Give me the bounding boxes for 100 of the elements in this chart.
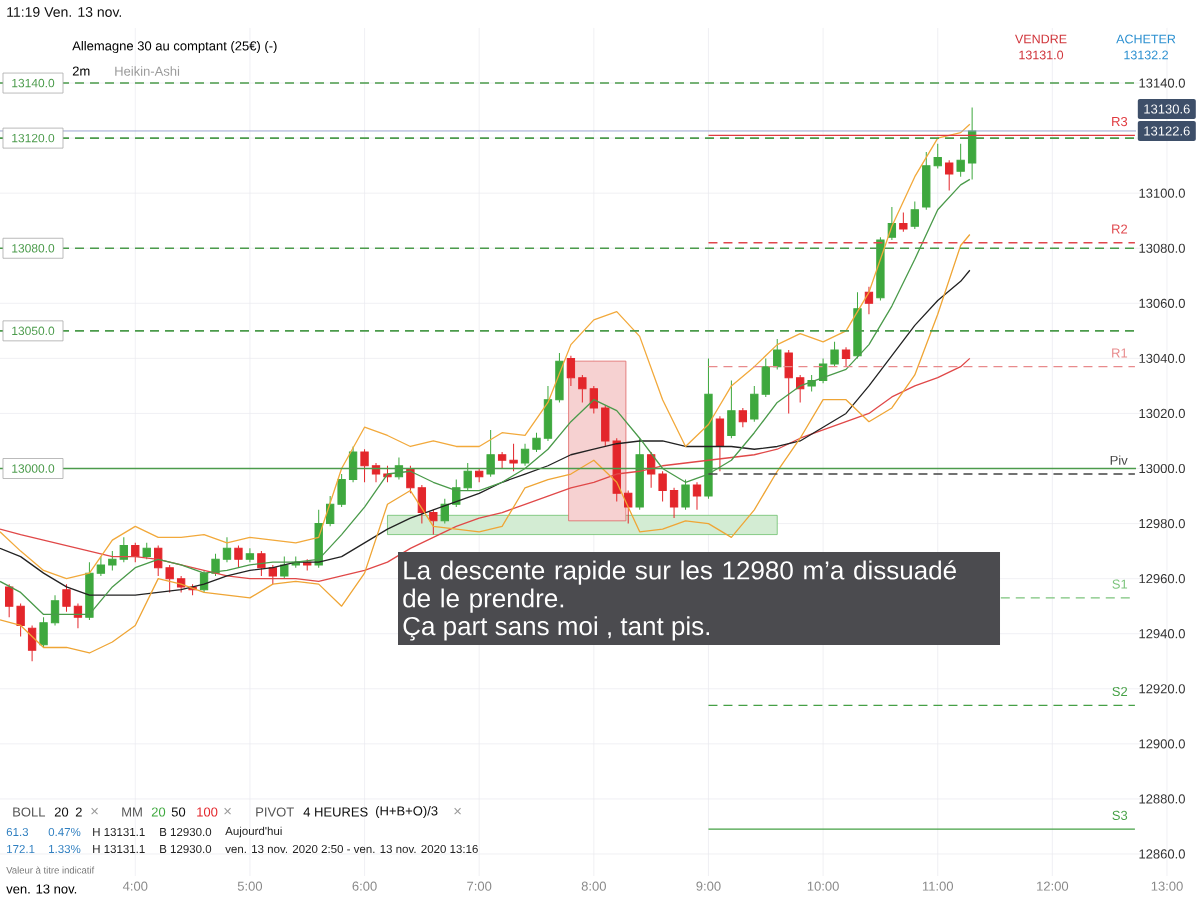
series-label: R1 xyxy=(1112,348,1128,358)
annotation: 172.1 xyxy=(7,844,35,854)
candlestick xyxy=(853,291,862,359)
series-label: R2 xyxy=(1112,224,1128,234)
x-tick-label: 13:00 xyxy=(1151,881,1183,891)
y-tick-label: 12960.0 xyxy=(1139,574,1185,584)
candlestick xyxy=(876,236,885,302)
candlestick xyxy=(50,594,60,626)
candlestick xyxy=(532,432,541,453)
y-tick-label: 12860.0 xyxy=(1139,849,1185,859)
y-tick-label: 13060.0 xyxy=(1139,298,1185,308)
y-tick-label: 12980.0 xyxy=(1139,518,1185,529)
series-label: S1 xyxy=(1112,579,1128,589)
candlestick xyxy=(669,487,679,519)
annotation: La descente rapide sur les 12980 m’a dissuadé de le prendre. xyxy=(403,560,956,613)
y-tick-label: 13100.0 xyxy=(1139,188,1185,198)
candlestick xyxy=(5,583,14,618)
x-tick-label: 7:00 xyxy=(467,881,492,891)
y-tick-label: 12920.0 xyxy=(1139,684,1185,694)
candlestick xyxy=(27,624,37,662)
candlestick xyxy=(612,437,621,503)
series-label: S3 xyxy=(1112,810,1128,820)
annotation: Aujourd'hui xyxy=(225,826,282,838)
candlestick xyxy=(899,211,908,233)
candlestick xyxy=(773,338,782,370)
candlestick xyxy=(85,561,94,621)
candlestick xyxy=(589,385,598,414)
candlestick xyxy=(39,616,48,648)
annotation: B 12930.0 xyxy=(160,844,212,854)
x-tick-label: 12:00 xyxy=(1037,881,1069,891)
candlestick xyxy=(165,564,174,593)
annotation: 4 HEURES xyxy=(303,807,368,817)
candlestick xyxy=(337,473,346,508)
candlestick xyxy=(16,602,25,637)
annotation: H 13131.1 xyxy=(93,827,145,837)
annotation: Ça part sans moi , tant pis. xyxy=(403,616,710,641)
candlestick xyxy=(841,346,851,368)
candlestick xyxy=(509,443,518,472)
annotation: H 13131.1 xyxy=(93,844,145,854)
candlestick xyxy=(131,542,140,563)
x-tick-label: 9:00 xyxy=(696,881,721,891)
text: 11:19 xyxy=(7,7,40,17)
annotation: 13122.6 xyxy=(1144,126,1190,136)
candlestick xyxy=(234,545,243,569)
annotation: 2 xyxy=(75,807,82,817)
y-tick-label: 12900.0 xyxy=(1139,739,1185,749)
candlestick xyxy=(497,451,507,470)
candlestick xyxy=(933,143,942,169)
annotation: Heikin-Ashi xyxy=(115,66,180,76)
candlestick xyxy=(704,357,713,500)
candlestick xyxy=(910,200,919,230)
candlestick xyxy=(440,498,449,525)
annotation: 13131.0 xyxy=(1019,50,1064,60)
y-tick-label: 12940.0 xyxy=(1139,629,1185,639)
candlestick xyxy=(692,481,702,511)
candlestick xyxy=(761,357,770,398)
x-tick-label: 6:00 xyxy=(352,881,377,891)
annotation: PIVOT xyxy=(256,807,294,817)
candlestick xyxy=(750,385,759,423)
candlestick xyxy=(658,470,667,503)
candlestick xyxy=(922,151,931,211)
annotation: 13130.6 xyxy=(1144,104,1190,114)
candlestick xyxy=(520,443,530,467)
annotation: ven. 13 nov. 2020 2:50 - ven. 13 nov. 2020 13:16 xyxy=(225,844,478,854)
candlestick xyxy=(738,407,748,428)
y-tick-label: 13140.0 xyxy=(1139,78,1185,88)
candlestick xyxy=(715,415,725,472)
candlestick xyxy=(784,349,793,414)
y-tick-label: 13000.0 xyxy=(1139,463,1185,474)
series-label: R3 xyxy=(1112,116,1128,127)
candlestick xyxy=(727,379,736,439)
annotation: 50 xyxy=(171,807,186,817)
ref-line-label: 13080.0 xyxy=(12,244,55,253)
annotation: 100 xyxy=(197,807,218,817)
candlestick xyxy=(119,536,128,563)
line-series xyxy=(0,233,971,654)
annotation: 20 xyxy=(151,807,166,817)
candlestick xyxy=(417,484,427,525)
candlestick xyxy=(601,404,610,447)
candlestick xyxy=(681,479,690,511)
annotation: 61.3 xyxy=(6,827,29,837)
ref-line-label: 13140.0 xyxy=(12,78,55,88)
candlestick xyxy=(257,550,266,577)
annotation: Valeur à titre indicatif xyxy=(6,866,95,874)
annotation: MM xyxy=(122,807,142,817)
ref-line-label: 13120.0 xyxy=(12,133,55,143)
candlestick xyxy=(96,556,106,577)
candlestick xyxy=(154,545,163,577)
annotation: BOLL xyxy=(13,807,46,817)
x-tick-label: 4:00 xyxy=(122,881,148,891)
text: Ven. 13 nov. xyxy=(44,7,122,17)
candlestick xyxy=(555,352,564,403)
candlestick xyxy=(566,355,576,387)
candlestick xyxy=(635,437,644,511)
candlestick xyxy=(222,536,232,563)
candlestick xyxy=(830,341,839,368)
candlestick xyxy=(463,462,472,492)
candlestick xyxy=(348,445,358,483)
annotation: 20 xyxy=(54,807,69,817)
text: 2m xyxy=(72,66,90,76)
